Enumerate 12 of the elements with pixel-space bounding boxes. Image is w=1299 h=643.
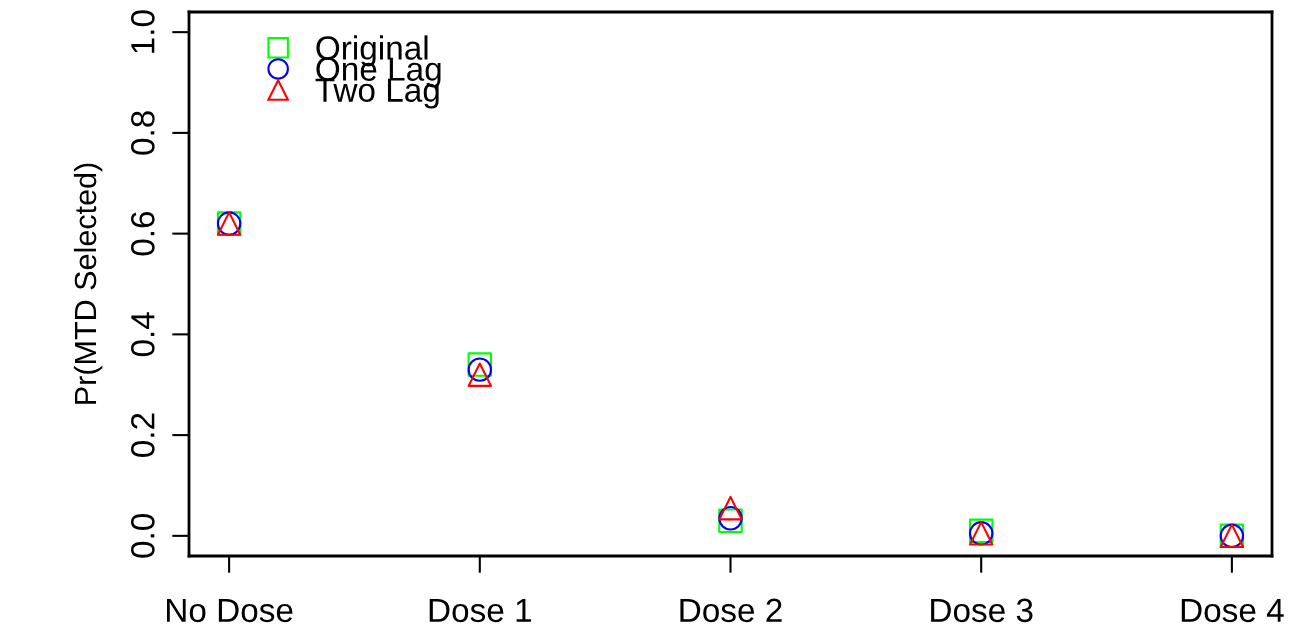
x-tick-label: Dose 2 — [680, 598, 782, 623]
y-tick-label: 0.2 — [131, 413, 155, 457]
y-tick-label: 1.0 — [131, 10, 155, 53]
y-axis-title: Pr(MTD Selected) — [73, 163, 103, 404]
y-tick-label: 0.0 — [131, 513, 155, 558]
x-tick-label: Dose 3 — [931, 598, 1033, 623]
x-tick-label: Dose 4 — [1181, 598, 1284, 623]
x-tick-label: Dose 1 — [429, 598, 531, 623]
y-tick-label: 0.4 — [131, 312, 155, 357]
y-tick-label: 0.6 — [131, 211, 155, 256]
y-tick-label: 0.8 — [131, 111, 155, 155]
x-tick-label: No Dose — [167, 598, 293, 623]
